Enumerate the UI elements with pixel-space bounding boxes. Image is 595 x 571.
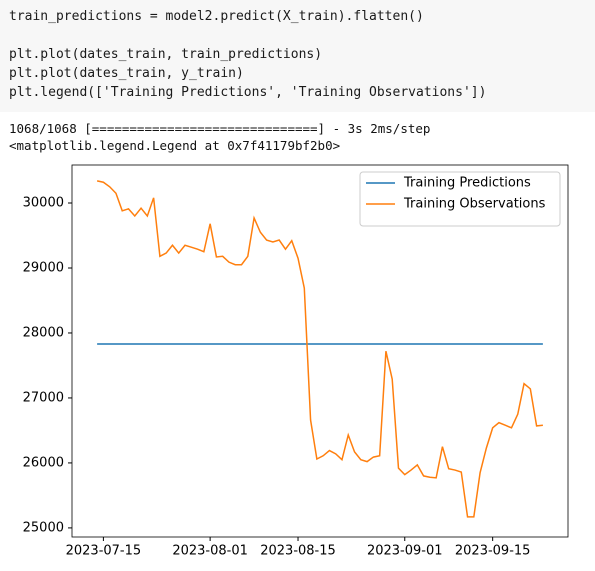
x-tick-label: 2023-09-01: [367, 544, 443, 559]
output-line: 1068/1068 [=============================…: [9, 121, 431, 136]
x-tick-label: 2023-07-15: [66, 544, 142, 559]
legend-box: [359, 171, 561, 227]
code-line: plt.plot(dates_train, y_train): [9, 66, 244, 81]
x-tick-label: 2023-08-15: [260, 544, 336, 559]
legend-label: Training Observations: [403, 197, 546, 212]
y-tick-label: 27000: [23, 390, 64, 405]
y-tick-label: 26000: [23, 455, 64, 470]
plot-area: [71, 164, 569, 538]
y-tick-label: 25000: [23, 520, 64, 535]
chart: 25000 26000 27000 28000 29000 30000 2023-07-15…: [23, 164, 569, 559]
code-line: plt.legend(['Training Predictions', 'Tra…: [9, 85, 487, 100]
y-tick-label: 28000: [23, 325, 64, 340]
code-cell: train_predictions = model2.predict(X_tra…: [0, 0, 595, 112]
x-tick-label: 2023-08-01: [172, 544, 248, 559]
legend-label: Training Predictions: [403, 176, 531, 191]
y-tick-label: 30000: [23, 196, 64, 211]
series-line: [96, 180, 543, 518]
code-line: train_predictions = model2.predict(X_tra…: [9, 9, 424, 24]
output-line: <matplotlib.legend.Legend at 0x7f41179bf…: [9, 138, 341, 153]
code-line: plt.plot(dates_train, train_predictions): [9, 47, 323, 62]
x-tick-label: 2023-09-15: [455, 544, 531, 559]
y-tick-label: 29000: [23, 260, 64, 275]
